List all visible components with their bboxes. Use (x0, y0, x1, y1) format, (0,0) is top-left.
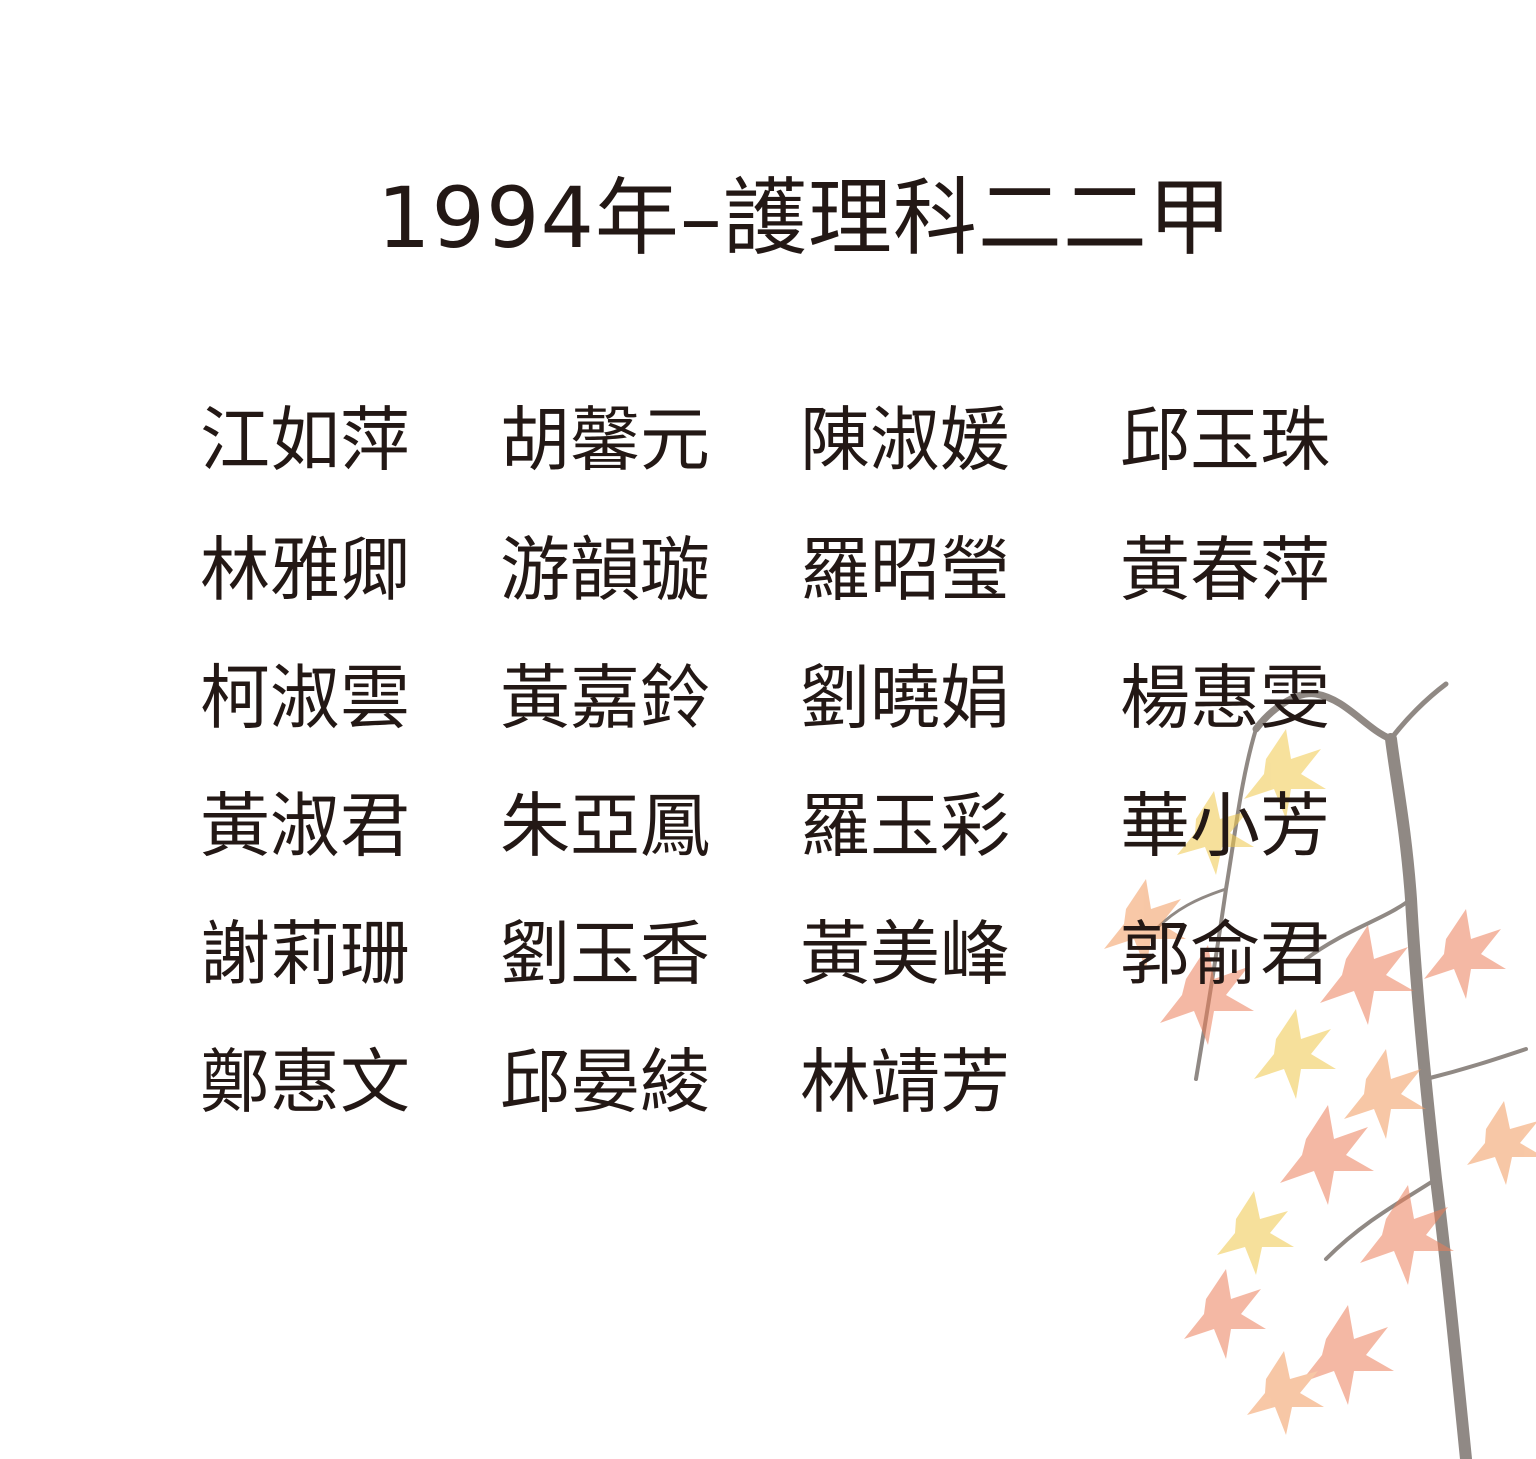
name-r1-c2: 胡馨元 (500, 399, 710, 481)
name-r5-c3: 黃美峰 (800, 913, 1010, 995)
name-r4-c3: 羅玉彩 (800, 785, 1010, 867)
name-r1-c4: 邱玉珠 (1120, 399, 1330, 481)
name-r3-c1: 柯淑雲 (200, 657, 410, 739)
name-r2-c3: 羅昭瑩 (800, 529, 1010, 611)
name-r6-c1: 鄭惠文 (200, 1041, 410, 1123)
name-r3-c2: 黃嘉鈴 (500, 657, 710, 739)
name-r5-c2: 劉玉香 (500, 913, 710, 995)
name-r2-c4: 黃春萍 (1120, 529, 1330, 611)
name-r3-c3: 劉曉娟 (800, 657, 1010, 739)
name-r4-c4: 華小芳 (1120, 785, 1330, 867)
name-r5-c1: 謝莉珊 (200, 913, 410, 995)
name-r6-c2: 邱晏綾 (500, 1041, 710, 1123)
name-r2-c1: 林雅卿 (200, 529, 410, 611)
name-r1-c3: 陳淑媛 (800, 399, 1010, 481)
name-r6-c3: 林靖芳 (800, 1041, 1010, 1123)
name-r3-c4: 楊惠雯 (1120, 657, 1330, 739)
maple-branch-illustration (1104, 681, 1536, 1459)
page-title: 1994年–護理科二二甲 (377, 169, 1233, 267)
name-r4-c1: 黃淑君 (200, 785, 410, 867)
name-r4-c2: 朱亞鳳 (500, 785, 710, 867)
name-r2-c2: 游韻璇 (500, 529, 710, 611)
name-r5-c4: 郭俞君 (1120, 913, 1330, 995)
name-r1-c1: 江如萍 (200, 399, 410, 481)
